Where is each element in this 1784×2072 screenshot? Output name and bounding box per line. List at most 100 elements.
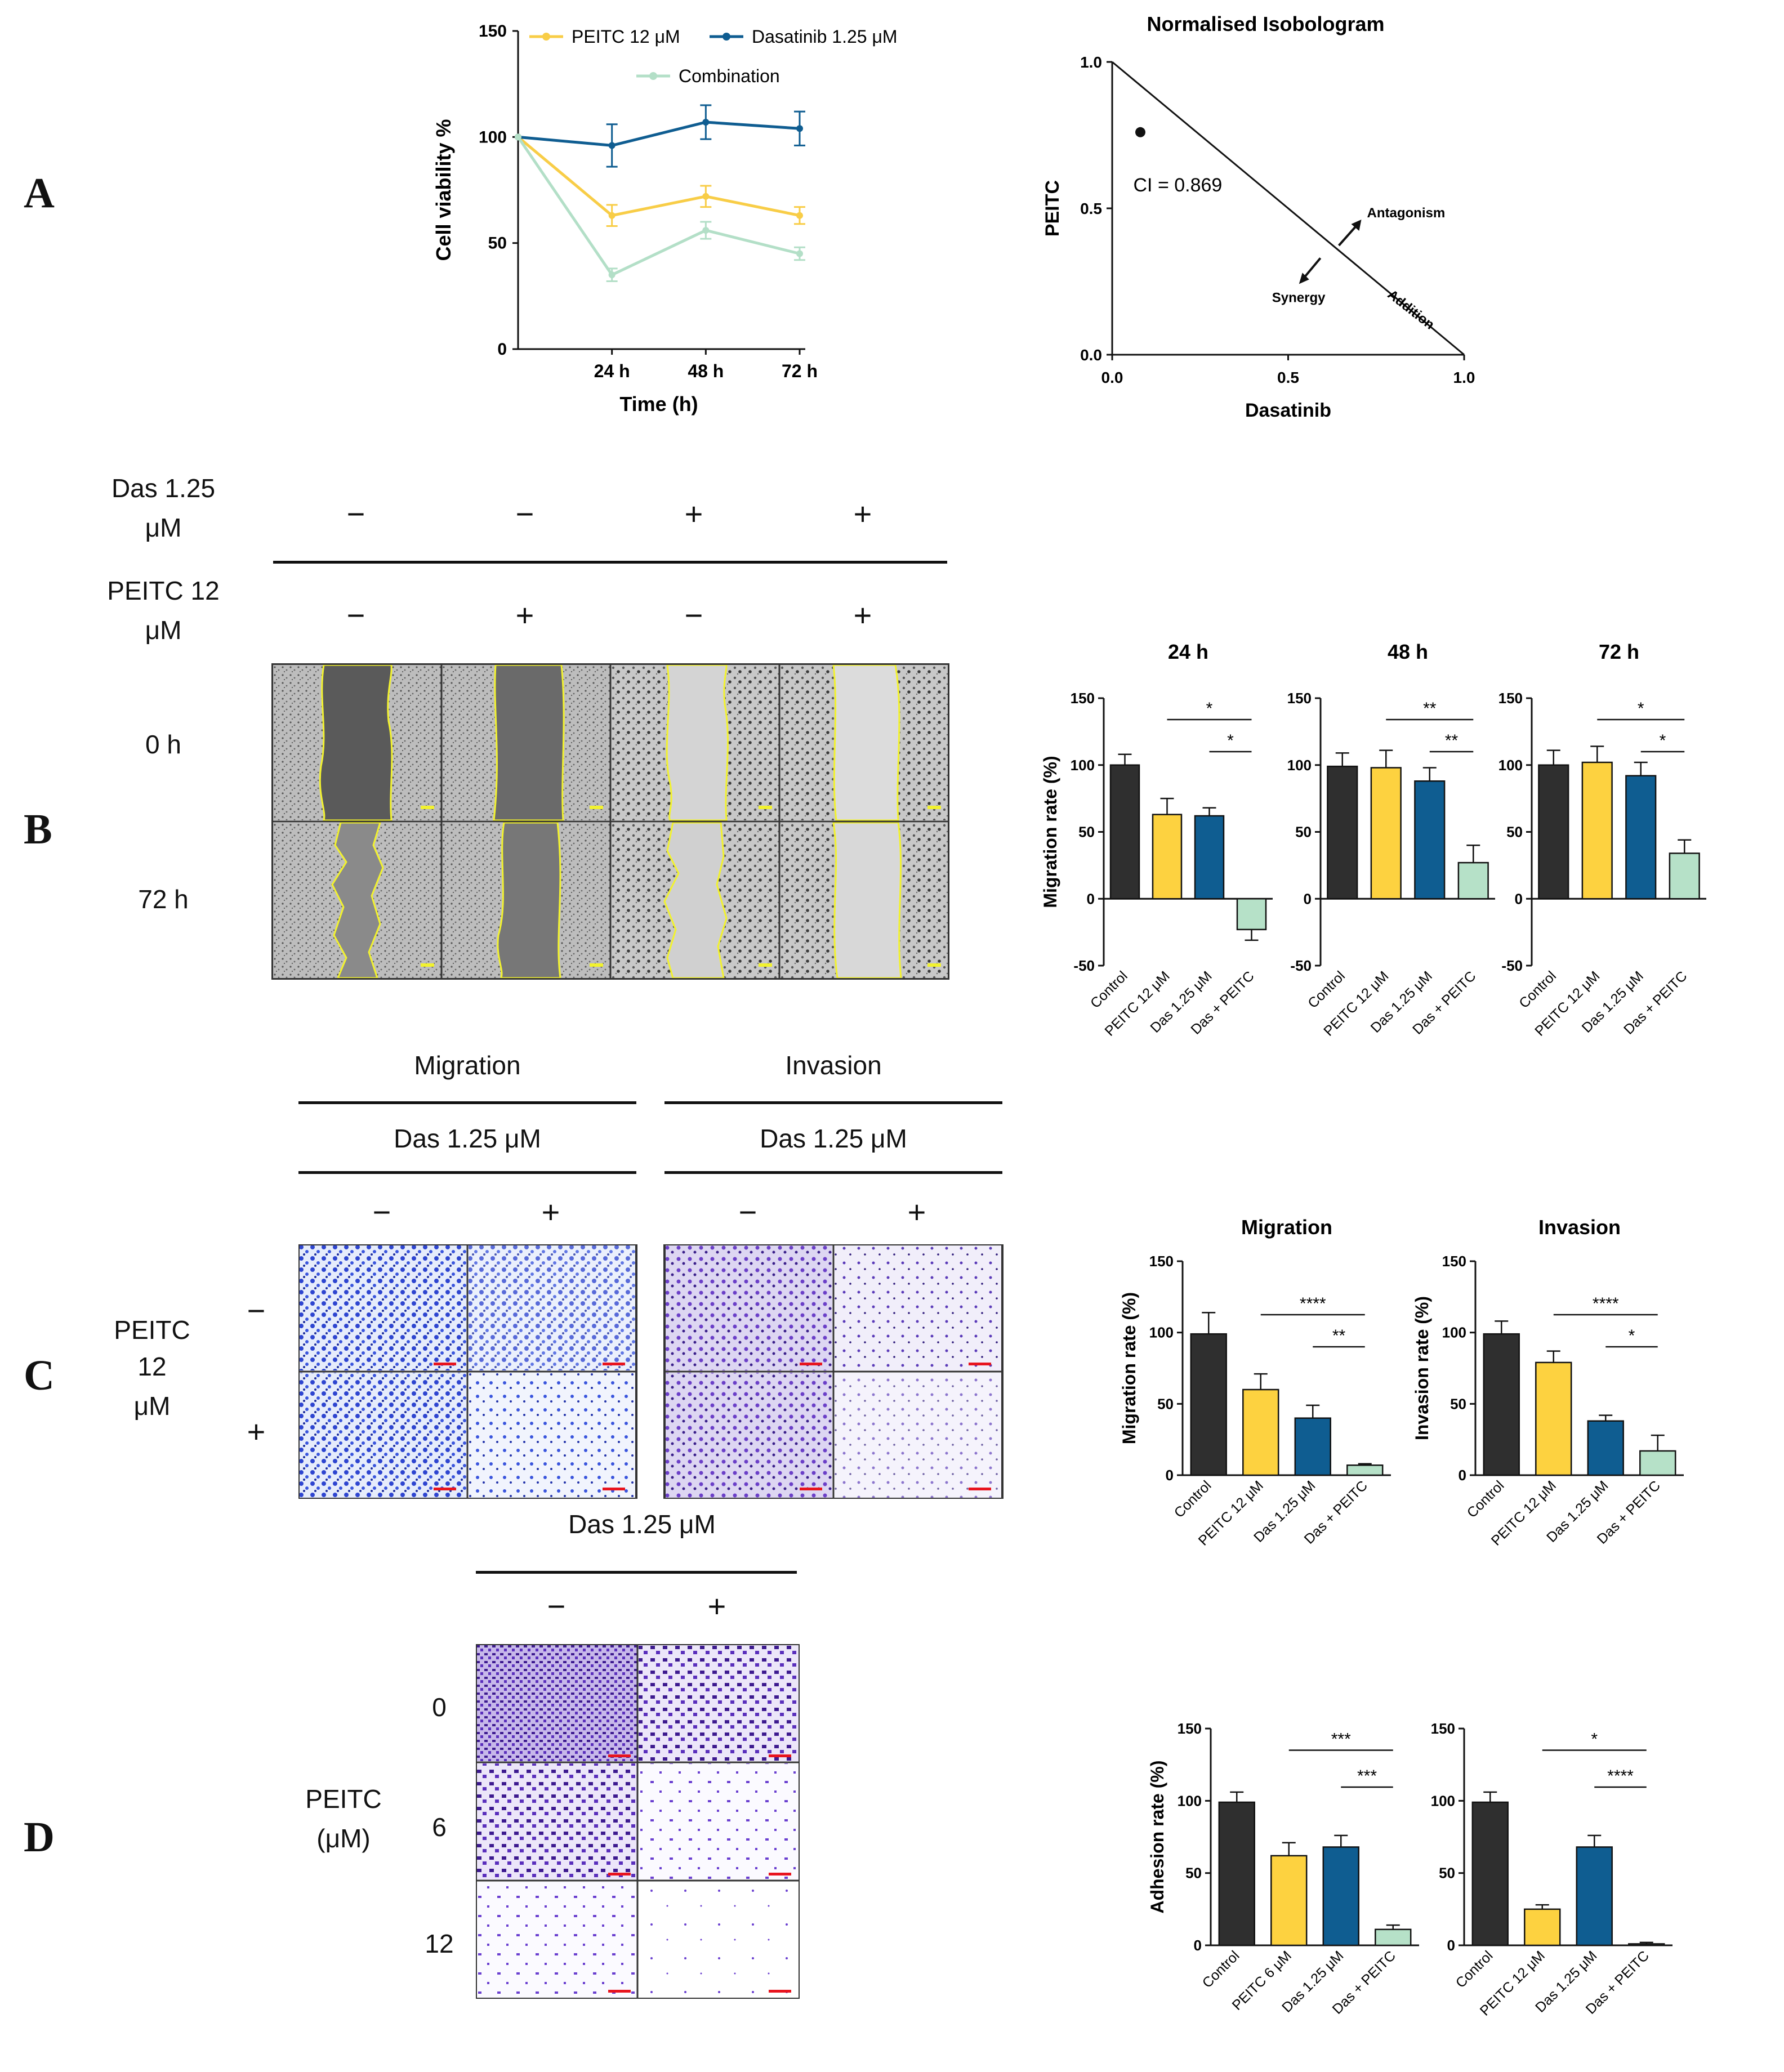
chart-title: 72 h xyxy=(1599,640,1639,663)
y-tick-label: 50 xyxy=(488,234,507,253)
data-point xyxy=(608,142,616,149)
x-axis-label: Dasatinib xyxy=(1245,400,1331,421)
bar xyxy=(1628,1943,1665,1946)
data-point xyxy=(702,193,710,200)
bar xyxy=(1322,1846,1359,1946)
synergy-label: Synergy xyxy=(1272,290,1326,305)
wound-healing-grid xyxy=(271,663,949,980)
x-tick-label: 48 h xyxy=(688,361,724,381)
panel-letter-c: C xyxy=(24,1352,55,1399)
addition-label: Addition xyxy=(1385,287,1437,332)
y-tick-label: 150 xyxy=(1178,1720,1202,1737)
das-sign-4: + xyxy=(853,496,872,532)
c-col-sign-2: + xyxy=(541,1194,560,1230)
isobologram-chart: Normalised Isobologram 0.0 0.0 0.5 0.5 1.0 1.0… xyxy=(1042,12,1475,421)
legend-marker xyxy=(542,33,550,41)
micrograph-0h-peitc xyxy=(442,664,610,821)
d-row-label-0: 0 xyxy=(432,1693,447,1722)
bar xyxy=(1576,1846,1613,1946)
peitc-sign-3: − xyxy=(684,597,703,633)
y-tick-label: 50 xyxy=(1157,1395,1174,1412)
bar xyxy=(1581,761,1613,900)
bar xyxy=(1194,815,1225,900)
x-axis-label: Time (h) xyxy=(619,392,698,416)
d-row-label-6: 6 xyxy=(432,1812,447,1842)
y-tick-label: 0.0 xyxy=(1080,346,1102,364)
y-tick-label: 0 xyxy=(497,340,507,359)
bar xyxy=(1669,852,1700,900)
y-tick-label: 0 xyxy=(1087,890,1095,907)
d-col-sign-1: − xyxy=(547,1588,566,1624)
significance-label: ** xyxy=(1445,731,1459,750)
data-point xyxy=(515,133,521,141)
synergy-arrowhead xyxy=(1299,273,1309,284)
legend-label: Combination xyxy=(679,66,780,86)
micrograph-0h-ctrl xyxy=(273,664,441,821)
bar xyxy=(1242,1388,1279,1476)
y-axis-label: PEITC xyxy=(1042,180,1063,236)
legend-label: PEITC 12 μM xyxy=(572,26,680,47)
y-axis-label: Migration rate (%) xyxy=(1119,1292,1139,1444)
peitc-sign-4: + xyxy=(853,597,872,633)
bar xyxy=(1457,861,1489,900)
bar xyxy=(1587,1420,1624,1476)
significance-label: **** xyxy=(1300,1294,1326,1313)
x-tick-label: Control xyxy=(1171,1477,1215,1521)
significance-label: *** xyxy=(1357,1767,1377,1785)
das-label-invasion: Das 1.25 μM xyxy=(760,1124,907,1153)
divider-c-mig-1 xyxy=(298,1101,636,1104)
data-point xyxy=(796,250,803,257)
micrograph-0h-das xyxy=(611,664,779,821)
invasion-micrographs xyxy=(663,1244,1004,1499)
significance-label: * xyxy=(1591,1730,1598,1749)
y-tick-label: 100 xyxy=(1287,757,1312,774)
panel-letter-d: D xyxy=(24,1814,55,1861)
data-point xyxy=(608,271,616,279)
y-tick-label: 50 xyxy=(1295,824,1312,841)
x-tick-label: 1.0 xyxy=(1453,369,1475,386)
x-tick-label: Control xyxy=(1464,1477,1508,1521)
y-tick-label: 50 xyxy=(1439,1865,1455,1882)
y-tick-label: 150 xyxy=(1071,690,1095,707)
micrograph-72h-ctrl xyxy=(273,821,441,979)
micrograph-72h-das xyxy=(611,821,779,979)
y-tick-label: 1.0 xyxy=(1080,53,1102,71)
data-point xyxy=(796,212,803,219)
c-row-sign-2: + xyxy=(247,1414,266,1449)
transwell-invasion-chart: Invasion Invasion rate (%) 0 50 100 150 Contro… xyxy=(1412,1216,1684,1549)
group-title-invasion: Invasion xyxy=(785,1051,882,1080)
y-tick-label: 100 xyxy=(479,128,507,146)
significance-label: ** xyxy=(1332,1327,1346,1345)
x-tick-label: 0.5 xyxy=(1277,369,1299,386)
divider-b xyxy=(273,561,947,564)
x-tick-label: Control xyxy=(1453,1948,1496,1991)
group-title-migration: Migration xyxy=(414,1051,521,1080)
migration-micrographs xyxy=(298,1244,637,1499)
significance-label: * xyxy=(1206,699,1213,718)
bar xyxy=(1346,1464,1384,1476)
y-tick-label: -50 xyxy=(1501,957,1523,974)
y-tick-label: 0 xyxy=(1447,1937,1455,1954)
peitc-label-line2: μM xyxy=(145,615,182,645)
adhesion-images xyxy=(476,1644,800,1999)
c-peitc-line2: 12 xyxy=(137,1352,167,1381)
data-point xyxy=(796,125,803,132)
bar xyxy=(1535,1361,1572,1476)
bar xyxy=(1625,775,1657,900)
c-peitc-line3: μM xyxy=(133,1391,171,1421)
chart-title: Migration xyxy=(1241,1216,1332,1239)
y-tick-label: 50 xyxy=(1078,824,1095,841)
chart-title: Normalised Isobologram xyxy=(1147,12,1384,35)
peitc-label-line1: PEITC 12 xyxy=(107,576,220,605)
y-tick-label: 0 xyxy=(1304,890,1312,907)
das-label-line2: μM xyxy=(145,513,182,542)
chart-title: Invasion xyxy=(1538,1216,1621,1239)
y-tick-label: 50 xyxy=(1506,824,1523,841)
peitc-sign-2: + xyxy=(515,597,534,633)
bar xyxy=(1270,1855,1308,1946)
das-label-migration: Das 1.25 μM xyxy=(394,1124,541,1153)
d-row-label-12: 12 xyxy=(425,1929,454,1958)
c-col-sign-1: − xyxy=(372,1194,391,1230)
x-tick-label: Control xyxy=(1516,968,1559,1011)
